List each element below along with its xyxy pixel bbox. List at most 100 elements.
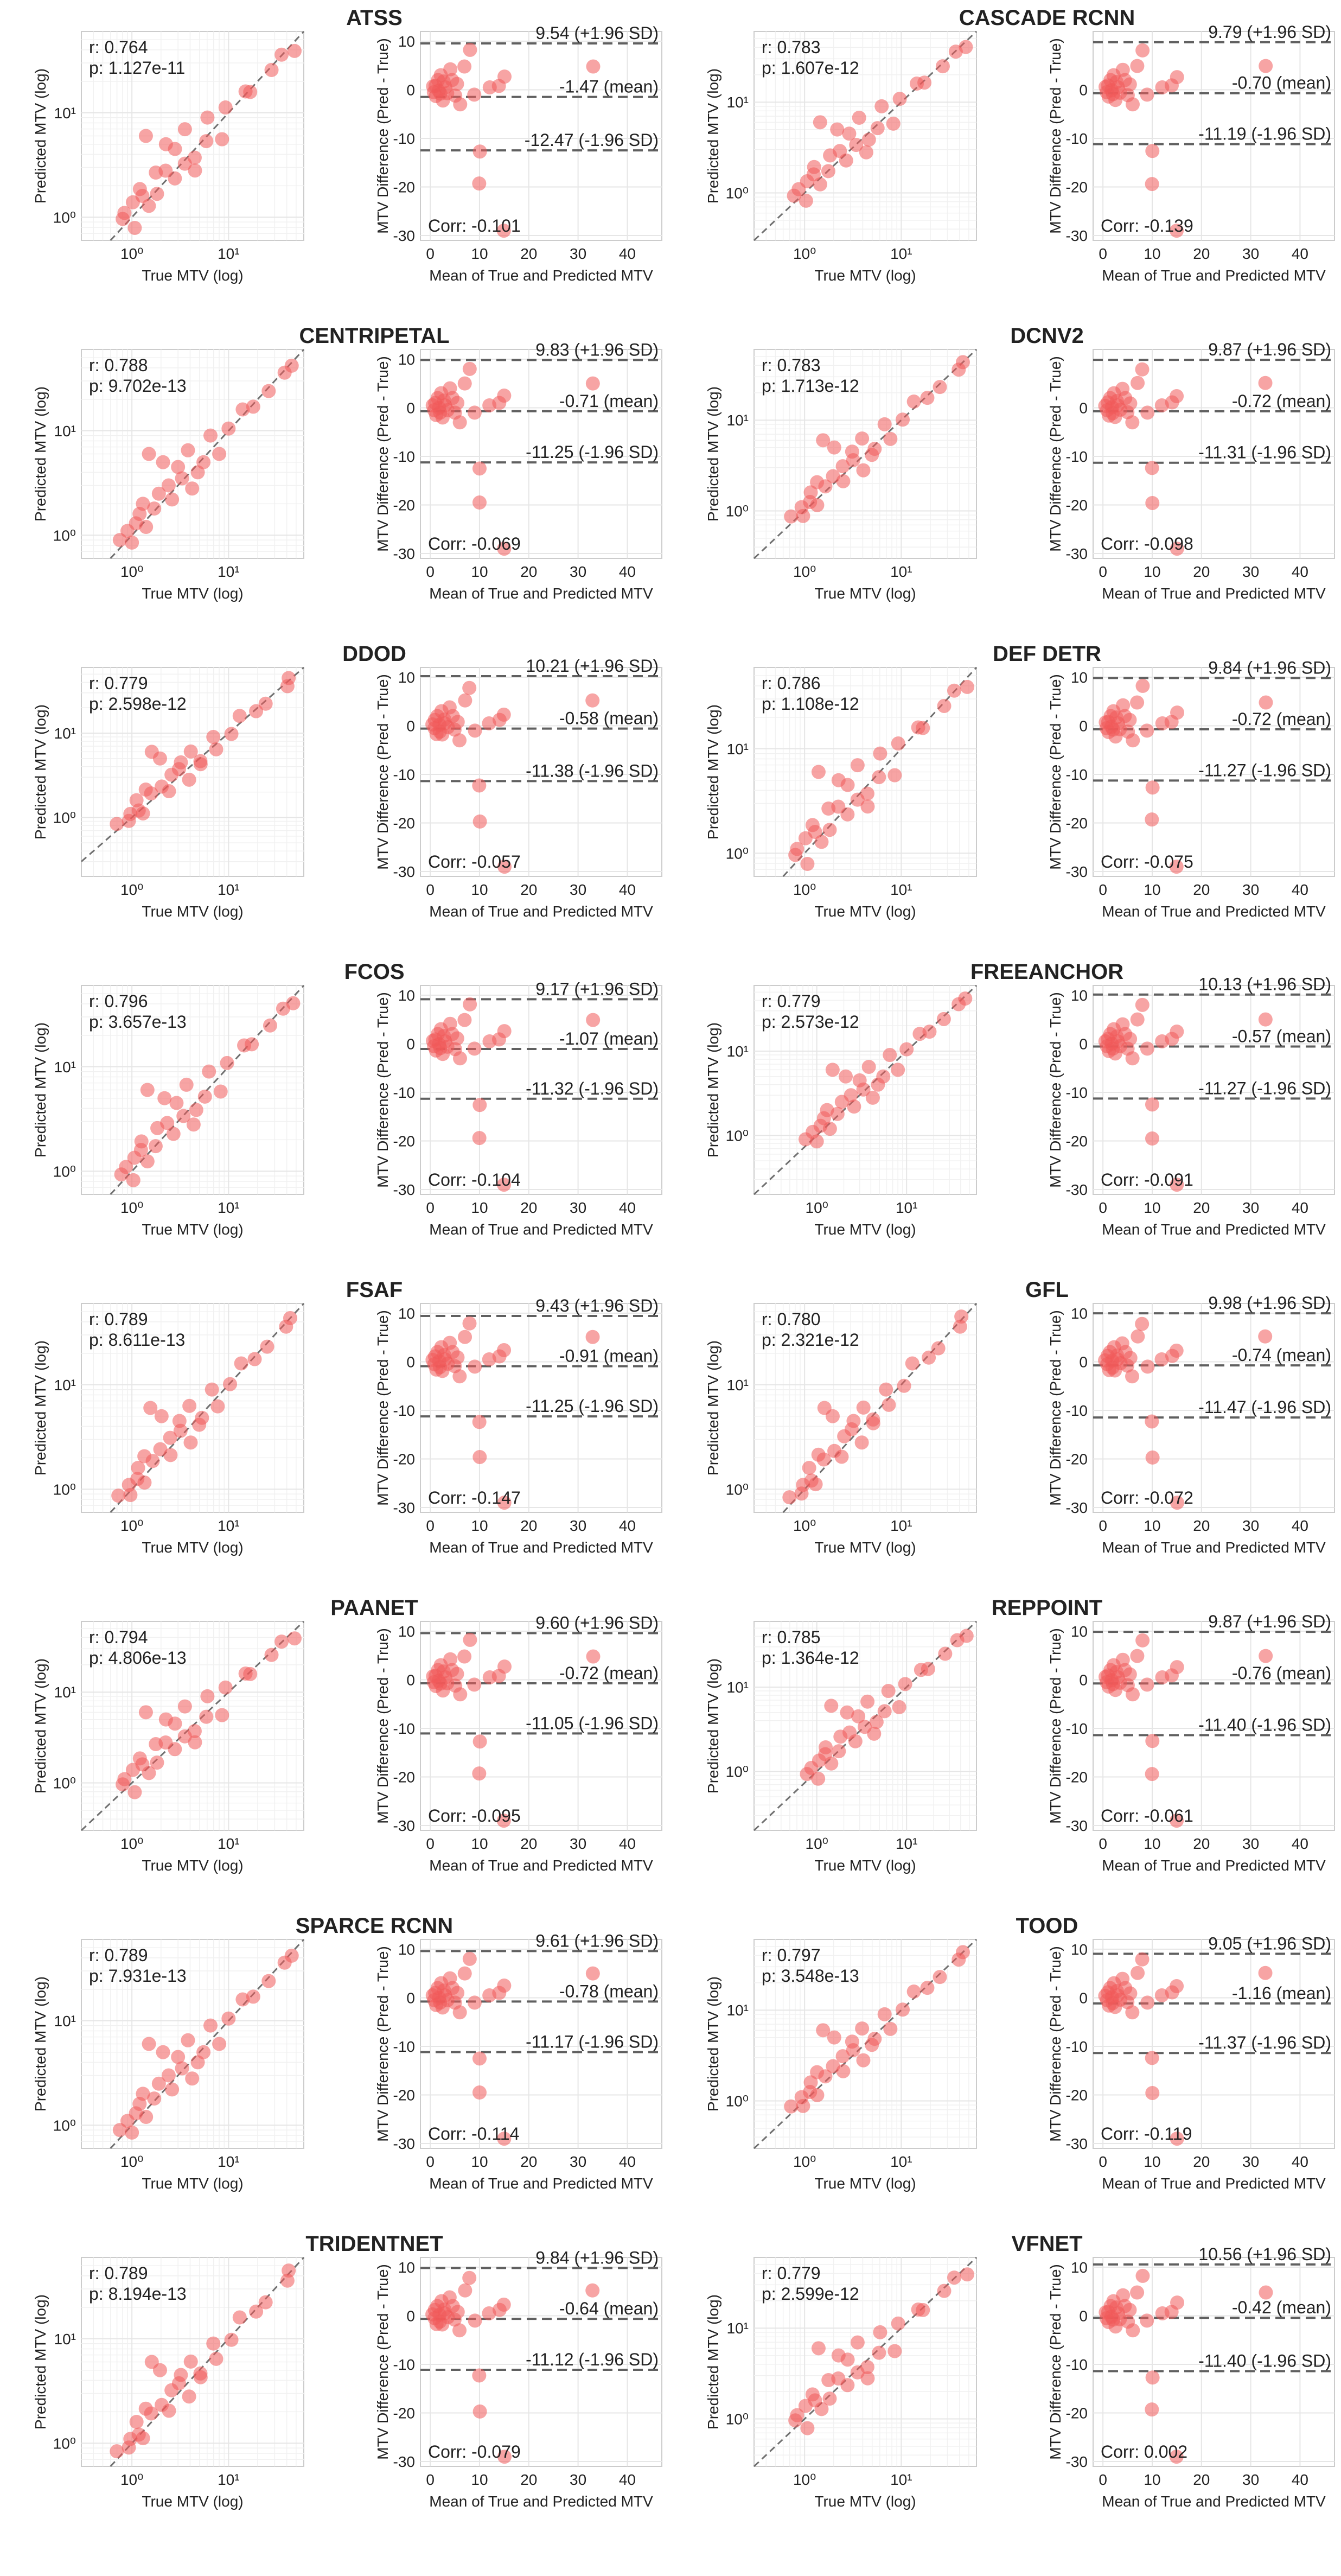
ba-point xyxy=(457,1649,472,1664)
scatter-point xyxy=(126,1173,141,1187)
y-tick-label: 10⁰ xyxy=(53,1481,76,1498)
ba-point xyxy=(472,1734,487,1749)
scatter-point xyxy=(847,1099,861,1114)
ba-point xyxy=(496,224,511,238)
scatter-x-label: True MTV (log) xyxy=(142,1857,243,1874)
ba-y-label: MTV Difference (Pred - True) xyxy=(374,674,391,869)
scatter-y-label: Predicted MTV (log) xyxy=(32,2294,49,2429)
scatter-point xyxy=(117,1772,132,1786)
x-tick-label: 10⁰ xyxy=(793,563,816,580)
scatter-point xyxy=(162,2403,176,2418)
ba-point xyxy=(1145,1131,1159,1146)
ba-point xyxy=(1116,2288,1131,2303)
scatter-point xyxy=(873,746,887,761)
lower-limit-label: -11.19 (-1.96 SD) xyxy=(1198,124,1331,144)
panel-title: TRIDENTNET xyxy=(305,2232,443,2256)
scatter-point xyxy=(138,129,153,143)
ba-point xyxy=(467,1041,482,1056)
y-tick-label: -20 xyxy=(393,1451,415,1468)
ba-point xyxy=(497,389,512,403)
scatter-point xyxy=(144,2406,158,2421)
scatter-point xyxy=(933,1970,947,1985)
lower-limit-label: -11.40 (-1.96 SD) xyxy=(1198,2351,1331,2371)
x-tick-label: 10⁰ xyxy=(120,2471,143,2488)
scatter-point xyxy=(152,2363,167,2377)
x-tick-label: 10¹ xyxy=(890,2471,912,2488)
y-tick-label: -30 xyxy=(1066,227,1088,244)
scatter-point xyxy=(959,1629,974,1643)
scatter-point xyxy=(811,1771,826,1786)
scatter-point xyxy=(168,171,182,186)
x-tick-label: 30 xyxy=(1242,881,1259,898)
r-value: r: 0.796 xyxy=(89,991,148,1011)
scatter-point xyxy=(821,164,835,179)
scatter-point xyxy=(224,727,239,741)
scatter-point xyxy=(834,1449,849,1464)
x-tick-label: 10 xyxy=(1144,245,1160,262)
scatter-point xyxy=(960,2267,974,2282)
x-tick-label: 10⁰ xyxy=(120,1199,143,1216)
scatter-point xyxy=(125,535,139,550)
y-tick-label: 0 xyxy=(406,1989,415,2006)
y-tick-label: 0 xyxy=(406,399,415,416)
r-value: r: 0.789 xyxy=(89,1309,148,1329)
scatter-point xyxy=(867,1726,882,1741)
x-tick-label: 10¹ xyxy=(218,2153,239,2170)
scatter-point xyxy=(139,520,154,535)
ba-point xyxy=(1131,1966,1145,1980)
scatter-point xyxy=(142,2037,156,2051)
y-tick-label: 0 xyxy=(406,717,415,734)
panel-title: PAANET xyxy=(330,1596,418,1620)
scatter-point xyxy=(117,206,132,220)
scatter-point xyxy=(158,163,173,178)
scatter-point xyxy=(882,1397,896,1412)
scatter-point xyxy=(209,2351,224,2366)
scatter-point xyxy=(906,1985,921,1999)
scatter-point xyxy=(839,153,853,168)
ba-point xyxy=(1258,1329,1273,1344)
y-tick-label: 0 xyxy=(1079,1353,1088,1370)
scatter-point xyxy=(152,751,167,766)
x-tick-label: 0 xyxy=(426,2153,435,2170)
y-tick-label: -20 xyxy=(393,815,415,832)
x-tick-label: 40 xyxy=(619,2153,636,2170)
scatter-point xyxy=(848,1734,863,1748)
scatter-point xyxy=(816,433,831,448)
panel-title: FSAF xyxy=(346,1278,403,1302)
y-tick-label: 0 xyxy=(406,81,415,98)
ba-point xyxy=(1122,713,1137,727)
p-value: p: 3.548e-13 xyxy=(762,1966,859,1986)
scatter-point xyxy=(163,1448,178,1462)
corr-value: Corr: -0.075 xyxy=(1101,852,1193,872)
ba-point xyxy=(467,87,482,102)
y-tick-label: -20 xyxy=(1066,1451,1088,1468)
r-value: r: 0.797 xyxy=(762,1945,821,1965)
x-tick-label: 10⁰ xyxy=(120,2153,143,2170)
ba-y-label: MTV Difference (Pred - True) xyxy=(1047,1628,1064,1823)
scatter-point xyxy=(830,1106,845,1121)
ba-point xyxy=(443,62,458,77)
corr-value: Corr: -0.061 xyxy=(1101,1806,1193,1826)
scatter-point xyxy=(860,786,874,801)
ba-point xyxy=(1123,1986,1138,2001)
ba-point xyxy=(497,1659,512,1674)
y-tick-label: -30 xyxy=(393,1181,415,1198)
p-value: p: 7.931e-13 xyxy=(89,1966,187,1986)
scatter-point xyxy=(179,1077,194,1092)
x-tick-label: 30 xyxy=(1242,1517,1259,1534)
scatter-point xyxy=(161,478,176,493)
r-value: r: 0.780 xyxy=(762,1309,821,1329)
scatter-point xyxy=(803,485,818,500)
scatter-point xyxy=(827,2030,841,2045)
scatter-point xyxy=(197,1089,212,1104)
scatter-point xyxy=(286,996,301,1010)
scatter-point xyxy=(854,1435,869,1450)
ba-point xyxy=(463,1632,477,1647)
x-tick-label: 30 xyxy=(570,2153,586,2170)
scatter-point xyxy=(182,2389,196,2404)
r-value: r: 0.779 xyxy=(762,991,821,1011)
lower-limit-label: -11.27 (-1.96 SD) xyxy=(1198,760,1331,780)
scatter-point xyxy=(171,460,186,474)
scatter-point xyxy=(282,2263,296,2278)
